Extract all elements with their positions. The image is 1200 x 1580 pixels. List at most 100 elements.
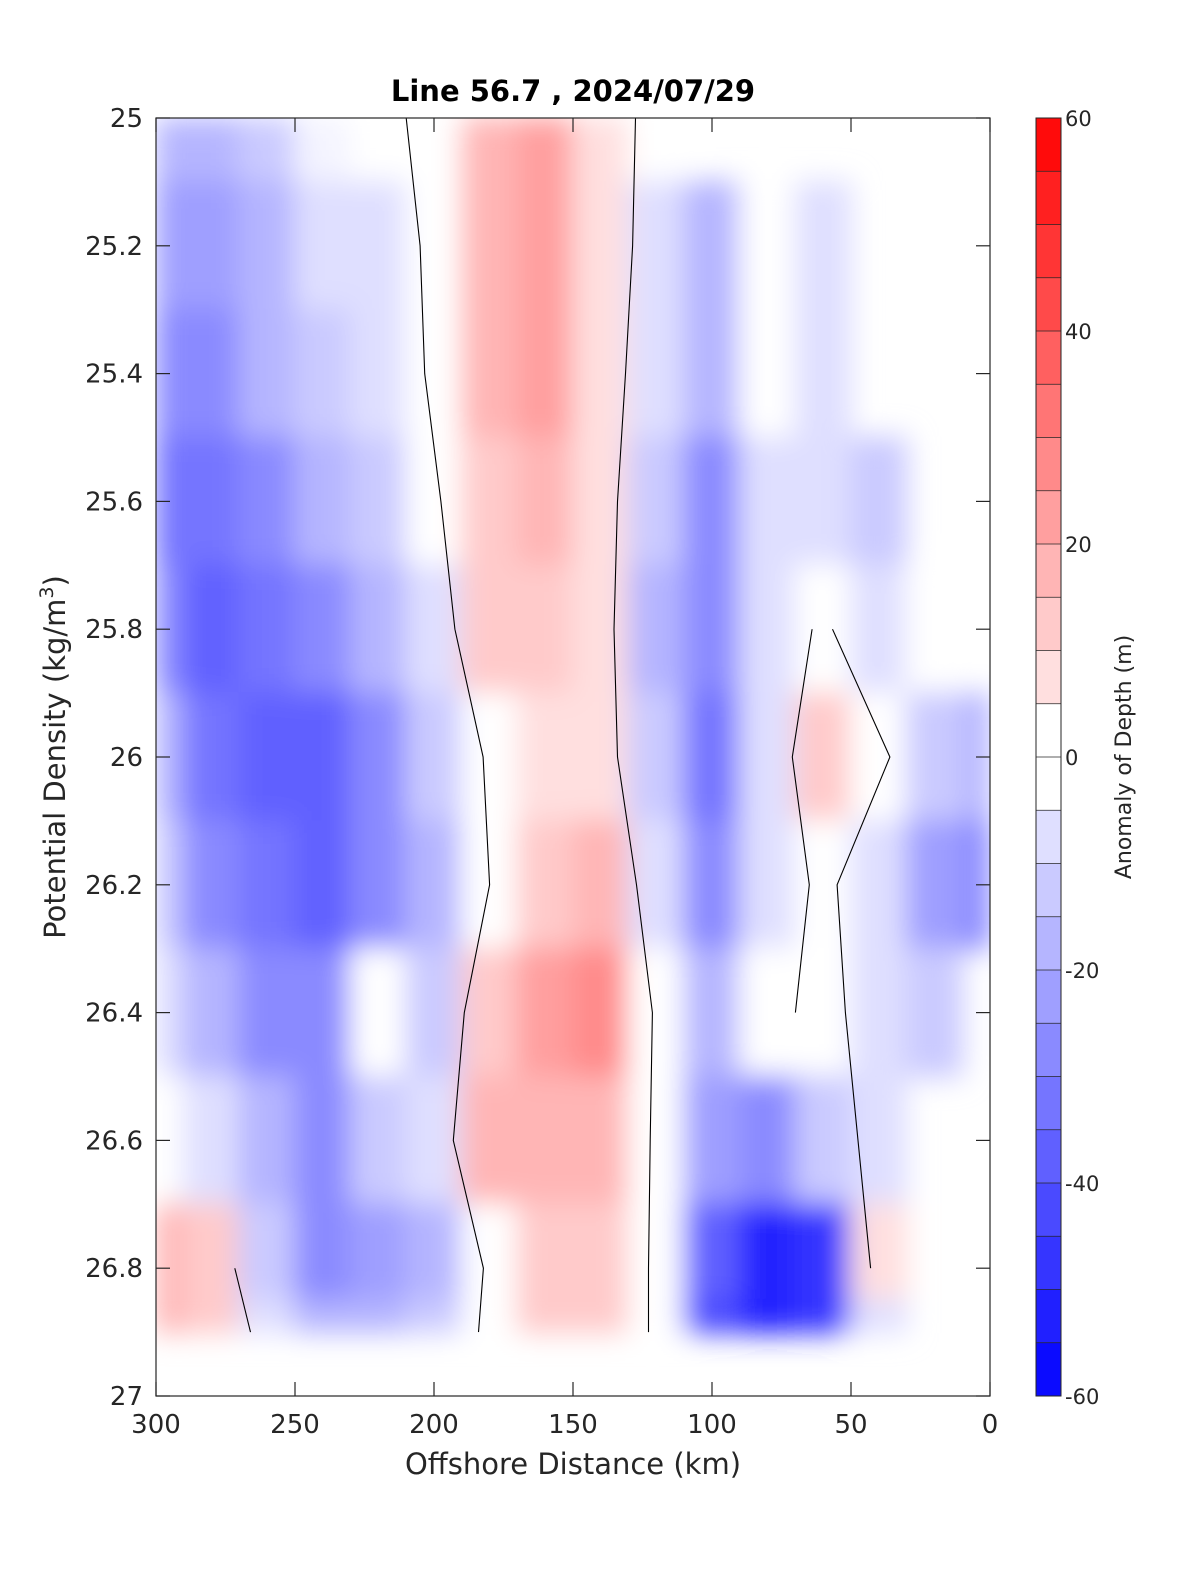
heatmap-cell [405,947,463,1078]
colorbar-band [1036,384,1061,438]
heatmap-cell [294,692,352,822]
zero-contour-lines [234,118,891,1333]
heatmap-cell [738,564,797,695]
heatmap-cell [182,118,241,183]
heatmap-cell [460,947,519,1078]
heatmap-cell [405,436,463,567]
heatmap-cell [850,436,908,567]
heatmap-cell [405,692,463,822]
heatmap-cell [238,1075,296,1206]
heatmap-cell [850,1299,908,1334]
heatmap-cell [738,947,797,1078]
colorbar-band [1036,544,1061,598]
heatmap-cell [683,692,741,822]
heatmap-cell [850,819,908,950]
chart-title: Line 56.7 , 2024/07/29 [391,74,755,108]
heatmap-cell [572,564,630,695]
heatmap-cell [572,1299,630,1334]
heatmap-cell [850,692,908,822]
y-tick-label: 26.6 [85,1126,143,1156]
y-tick-label: 25.4 [85,360,143,390]
heatmap-cell [294,180,352,311]
heatmap-cell [349,180,408,311]
heatmap-cell [182,947,241,1078]
heatmap-cell [405,1203,463,1302]
heatmap-cell [850,1075,908,1206]
heatmap-cell [182,564,241,695]
zero-contour-line [831,628,891,1269]
heatmap-cell [156,1203,185,1302]
heatmap-cell [794,692,852,822]
heatmap-cell [405,1075,463,1206]
heatmap-cell [572,436,630,567]
y-tick-label: 26.2 [85,871,143,901]
heatmap-cell [238,118,296,183]
heatmap-cell [516,308,574,439]
heatmap-cell [182,1203,241,1302]
heatmap-cell [238,692,296,822]
heatmap-cell [349,1299,408,1334]
heatmap-cell [683,180,741,311]
heatmap-cell [627,564,686,695]
colorbar-band [1036,1289,1061,1343]
heatmap-cell [627,947,686,1078]
heatmap-cell [294,947,352,1078]
y-tick-label: 25.2 [85,232,143,262]
heatmap-cell [794,1299,852,1334]
heatmap-cell [349,436,408,567]
heatmap-cell [238,436,296,567]
heatmap-cell [627,180,686,311]
heatmap-cell [683,564,741,695]
heatmap-cell [794,436,852,567]
zero-contour-line [613,118,653,1333]
heatmap-cell [738,1299,797,1334]
axis-ticks: 300 250 200 150 100 50 0 25 25.2 25.4 25.6 25.8 26 26… [85,104,998,1440]
heatmap-cell [516,692,574,822]
colorbar-label: Anomaly of Depth (m) [1112,635,1137,879]
heatmap-cell [850,947,908,1078]
heatmap-cell [794,564,852,695]
heatmap-cell [794,1075,852,1206]
y-tick-label: 26 [110,743,143,773]
colorbar-band [1036,331,1061,385]
heatmap-cell [182,692,241,822]
y-tick-label: 25 [110,104,143,134]
colorbar-band [1036,277,1061,331]
heatmap-cell [738,1075,797,1206]
heatmap-cell [294,564,352,695]
heatmap-cell [294,1299,352,1334]
heatmap-cell [572,819,630,950]
heatmap-cell [156,118,185,183]
heatmap-cell [572,180,630,311]
heatmap-cell [683,819,741,950]
heatmap-cell [460,564,519,695]
colorbar-band [1036,224,1061,278]
colorbar-tick-label: -20 [1065,959,1099,983]
heatmap-cell [572,118,630,183]
colorbar-band [1036,1023,1061,1077]
colorbar-band [1036,1129,1061,1183]
colorbar-band [1036,650,1061,704]
x-tick-label: 200 [409,1410,459,1440]
heatmap-cell [627,819,686,950]
heatmap-cell [294,436,352,567]
y-axis-label-close: ) [38,575,72,586]
heatmap-cell [238,308,296,439]
heatmap-cell [516,1203,574,1302]
heatmap-cell [683,308,741,439]
heatmap-cell [349,947,408,1078]
heatmap-cell [460,1075,519,1206]
heatmap-cell [405,308,463,439]
x-tick-label: 150 [548,1410,598,1440]
heatmap-cell [516,180,574,311]
heatmap-cell [238,180,296,311]
colorbar-tick-label: 60 [1065,107,1092,131]
heatmap-cell [683,947,741,1078]
colorbar-band [1036,970,1061,1024]
heatmap-cell [238,1203,296,1302]
heatmap-cell [572,1203,630,1302]
heatmap-cell [349,1203,408,1302]
heatmap-cell [460,1203,519,1302]
heatmap-cell [460,118,519,183]
